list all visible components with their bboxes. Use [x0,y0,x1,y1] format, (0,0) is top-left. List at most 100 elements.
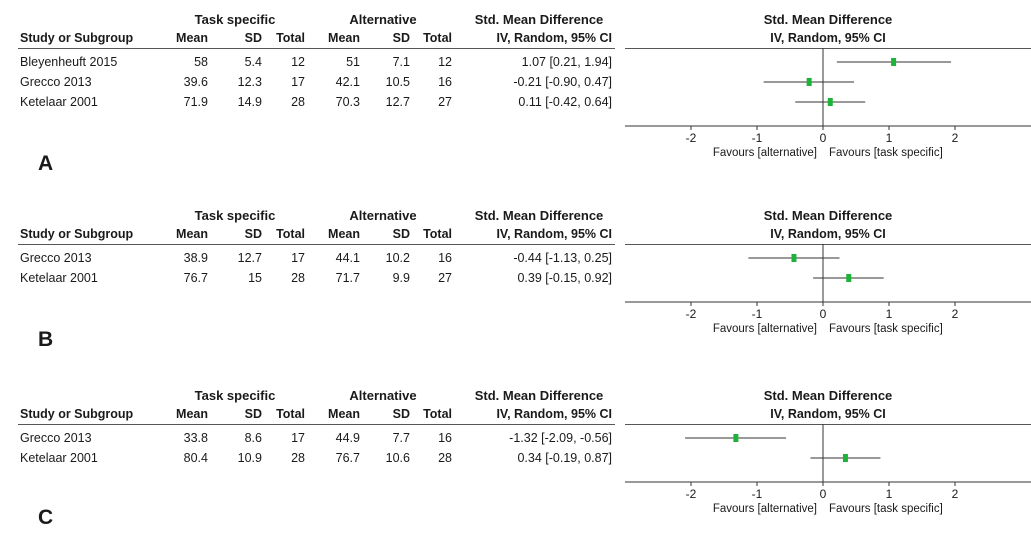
alt-sd: 10.5 [385,75,410,89]
alt-total: 28 [438,451,452,465]
task-mean: 33.8 [183,431,208,445]
alt-total-header: Total [423,227,452,241]
alternative-header: Alternative [349,388,417,403]
alt-total: 16 [438,431,452,445]
task-sd-header: SD [244,227,262,241]
alt-mean: 76.7 [335,451,360,465]
alt-total: 16 [438,251,452,265]
task-mean: 39.6 [183,75,208,89]
task-specific-header: Task specific [194,388,276,403]
forest-plot-a: -2 -1 0 1 2 Favours [alternative] Favours [tas… [625,48,1031,159]
method-header: IV, Random, 95% CI [496,227,612,241]
alt-total: 27 [438,271,452,285]
table-header-rule [18,48,615,49]
forest-header-rule [625,244,1031,245]
alt-sd: 12.7 [385,95,410,109]
task-sd-header: SD [244,407,262,421]
task-sd: 10.9 [237,451,262,465]
ci-text: -1.32 [-2.09, -0.56] [509,431,612,445]
study-name: Ketelaar 2001 [20,95,98,109]
alt-sd-header: SD [392,227,410,241]
alt-sd-header: SD [392,31,410,45]
alt-mean: 42.1 [335,75,360,89]
alternative-header: Alternative [349,12,417,27]
forest-header-rule [625,424,1031,425]
study-name: Grecco 2013 [20,431,92,445]
alt-sd: 10.6 [385,451,410,465]
alt-sd: 7.7 [392,431,410,445]
task-total: 17 [291,251,305,265]
x-tick-label: -2 [686,131,697,145]
forest-plot-c: -2 -1 0 1 2 Favours [alternative] Favours [tas… [625,424,1031,515]
favours-alternative-label: Favours [alternative] [713,147,817,159]
task-specific-header: Task specific [194,208,276,223]
x-tick-label: 0 [820,131,827,145]
effect-marker [842,454,848,462]
ci-text: -0.44 [-1.13, 0.25] [513,251,612,265]
alt-sd: 10.2 [385,251,410,265]
x-tick-label: -2 [686,307,697,321]
task-mean: 38.9 [183,251,208,265]
task-total-header: Total [276,31,305,45]
study-name: Ketelaar 2001 [20,271,98,285]
task-sd: 12.7 [237,251,262,265]
favours-task-specific-label: Favours [task specific] [829,503,943,515]
task-sd: 8.6 [244,431,262,445]
ci-text: 1.07 [0.21, 1.94] [521,55,612,69]
favours-alternative-label: Favours [alternative] [713,503,817,515]
task-mean: 71.9 [183,95,208,109]
task-total-header: Total [276,407,305,421]
x-tick-label: 2 [952,487,959,501]
task-sd-header: SD [244,31,262,45]
alt-sd: 7.1 [392,55,410,69]
alt-mean: 44.9 [335,431,360,445]
study-name: Ketelaar 2001 [20,451,98,465]
forest-method: IV, Random, 95% CI [770,407,886,421]
ci-text: 0.39 [-0.15, 0.92] [517,271,612,285]
task-mean: 58 [194,55,208,69]
alt-mean-header: Mean [328,31,360,45]
effect-marker [733,434,739,442]
alt-total: 12 [438,55,452,69]
table-header-rule [18,244,615,245]
panel-label: C [38,506,54,529]
task-total: 17 [291,75,305,89]
x-tick-label: 2 [952,131,959,145]
forest-title: Std. Mean Difference [763,388,893,403]
smd-header: Std. Mean Difference [474,388,604,403]
x-tick-label: -1 [752,487,763,501]
ci-text: 0.11 [-0.42, 0.64] [518,95,612,109]
alt-mean: 44.1 [335,251,360,265]
task-sd: 14.9 [237,95,262,109]
task-sd: 12.3 [237,75,262,89]
task-mean: 80.4 [183,451,208,465]
x-tick-label: 1 [886,307,893,321]
effect-marker [806,78,812,86]
task-total: 17 [291,431,305,445]
alt-mean-header: Mean [328,227,360,241]
ci-text: -0.21 [-0.90, 0.47] [513,75,612,89]
task-total: 28 [291,271,305,285]
alt-total-header: Total [423,31,452,45]
effect-marker [846,274,852,282]
alt-mean: 71.7 [335,271,360,285]
study-column-header: Study or Subgroup [20,31,134,45]
x-tick-label: -1 [752,307,763,321]
task-mean-header: Mean [176,407,208,421]
alt-total: 27 [438,95,452,109]
task-specific-header: Task specific [194,12,276,27]
favours-task-specific-label: Favours [task specific] [829,323,943,335]
method-header: IV, Random, 95% CI [496,407,612,421]
x-tick-label: 0 [820,487,827,501]
method-header: IV, Random, 95% CI [496,31,612,45]
x-tick-label: -2 [686,487,697,501]
forest-method: IV, Random, 95% CI [770,31,886,45]
study-column-header: Study or Subgroup [20,407,134,421]
task-total: 12 [291,55,305,69]
task-total: 28 [291,95,305,109]
alternative-header: Alternative [349,208,417,223]
forest-header-rule [625,48,1031,49]
forest-title: Std. Mean Difference [763,208,893,223]
task-sd: 15 [248,271,262,285]
effect-marker [827,98,833,106]
